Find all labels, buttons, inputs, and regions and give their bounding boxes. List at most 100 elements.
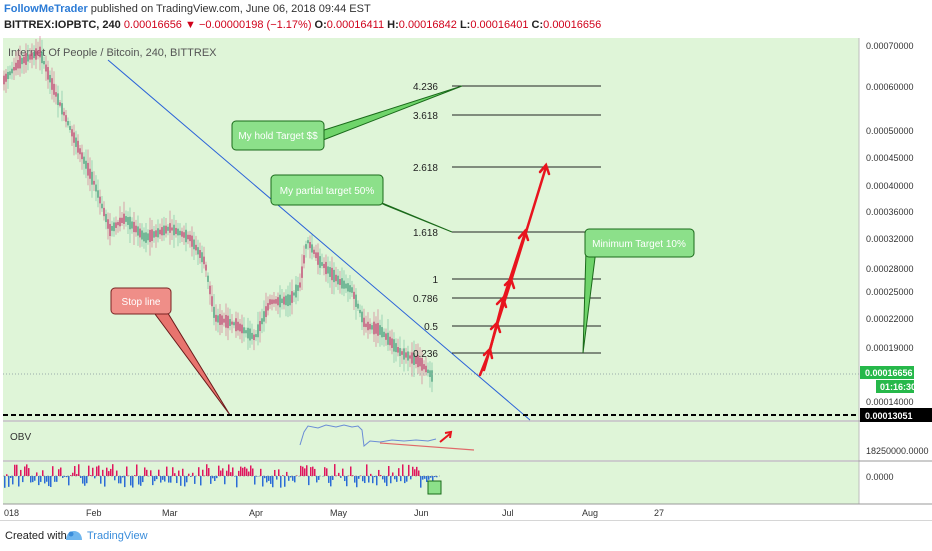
oscillator-bar	[332, 476, 334, 480]
oscillator-bar	[38, 476, 40, 485]
candle-body	[273, 300, 275, 304]
tradingview-logo-icon[interactable]	[64, 528, 84, 547]
candle-body	[143, 233, 145, 242]
candle-body	[327, 266, 329, 273]
candle-body	[149, 230, 151, 242]
candle-body	[43, 61, 45, 64]
candle-body	[109, 224, 111, 236]
candle-body	[65, 115, 67, 122]
candle-body	[281, 299, 283, 303]
candle-body	[339, 279, 341, 285]
oscillator-bar	[174, 473, 176, 476]
candle-body	[205, 265, 207, 271]
candle-body	[407, 351, 409, 360]
candle-body	[359, 310, 361, 313]
oscillator-bar	[194, 476, 196, 484]
oscillator-bar	[12, 476, 14, 484]
candle-body	[353, 292, 355, 299]
oscillator-bar	[146, 470, 148, 476]
oscillator-bar	[272, 476, 274, 487]
oscillator-bar	[338, 473, 340, 476]
candle-body	[351, 287, 353, 293]
candle-body	[153, 231, 155, 237]
candle-body	[257, 324, 259, 337]
candle-body	[123, 214, 125, 224]
candle-body	[105, 214, 107, 222]
obv-axis-label: 18250000.0000	[866, 446, 929, 456]
candle-body	[387, 333, 389, 345]
candle-body	[271, 299, 273, 304]
candle-body	[399, 348, 401, 356]
oscillator-bar	[430, 476, 432, 478]
candle-body	[225, 315, 227, 328]
oscillator-bar	[238, 471, 240, 476]
candle-body	[137, 226, 139, 235]
time-tick-label: Apr	[249, 508, 263, 518]
author-link[interactable]: FollowMeTrader	[4, 3, 88, 15]
oscillator-bar	[326, 468, 328, 476]
candle-body	[231, 322, 233, 325]
oscillator-bar	[150, 470, 152, 476]
candle-body	[381, 327, 383, 337]
candle-body	[113, 222, 115, 231]
oscillator-bar	[274, 470, 276, 476]
candle-body	[199, 250, 201, 258]
candle-body	[157, 228, 159, 237]
candle-body	[401, 351, 403, 355]
candle-body	[29, 54, 31, 59]
oscillator-bar	[300, 466, 302, 476]
candle-body	[343, 281, 345, 289]
candle-body	[167, 227, 169, 231]
oscillator-bar	[278, 469, 280, 476]
oscillator-bar	[376, 476, 378, 485]
last-price: 0.00016656	[124, 19, 182, 31]
candle-body	[369, 324, 371, 329]
oscillator-bar	[16, 465, 18, 476]
oscillator-bar	[346, 476, 348, 486]
oscillator-bar	[40, 476, 42, 482]
candle-body	[253, 335, 255, 340]
candle-body	[9, 71, 11, 75]
callout-partial-text: My partial target 50%	[280, 186, 375, 197]
candle-body	[279, 295, 281, 308]
candle-body	[247, 328, 249, 339]
oscillator-bar	[36, 472, 38, 476]
candle-body	[71, 129, 73, 136]
fib-label-05: 0.5	[424, 322, 438, 333]
candle-body	[323, 264, 325, 268]
chart-svg[interactable]: Internet Of People / Bitcoin, 240, BITTR…	[0, 36, 932, 520]
time-tick-label: Jul	[502, 508, 514, 518]
low-label: L:	[460, 19, 470, 31]
oscillator-bar	[8, 476, 10, 487]
oscillator-bar	[350, 466, 352, 476]
oscillator-bar	[264, 476, 266, 478]
price-tick-label: 0.00040000	[866, 181, 914, 191]
price-tick-label: 0.00036000	[866, 207, 914, 217]
candle-body	[31, 52, 33, 59]
candle-body	[285, 296, 287, 306]
time-tick-label: 27	[654, 508, 664, 518]
oscillator-bar	[82, 476, 84, 484]
candle-body	[69, 126, 71, 130]
candle-body	[217, 315, 219, 322]
oscillator-bar	[58, 469, 60, 476]
candle-body	[95, 185, 97, 192]
oscillator-bar	[418, 470, 420, 476]
candle-body	[249, 329, 251, 341]
oscillator-bar	[372, 476, 374, 483]
symbol-text[interactable]: BITTREX:IOPBTC, 240	[4, 19, 121, 31]
open-label: O:	[315, 19, 327, 31]
oscillator-bar	[358, 476, 360, 479]
oscillator-bar	[236, 476, 238, 487]
candle-body	[287, 294, 289, 306]
candle-body	[391, 338, 393, 348]
candle-body	[355, 295, 357, 307]
candle-body	[277, 297, 279, 305]
candle-body	[165, 226, 167, 234]
fib-label-0786: 0.786	[413, 294, 438, 305]
chart-area[interactable]: Internet Of People / Bitcoin, 240, BITTR…	[0, 36, 932, 520]
candle-body	[51, 78, 53, 90]
tradingview-brand-link[interactable]: TradingView	[87, 530, 148, 542]
oscillator-bar	[276, 476, 278, 480]
candle-body	[185, 230, 187, 242]
